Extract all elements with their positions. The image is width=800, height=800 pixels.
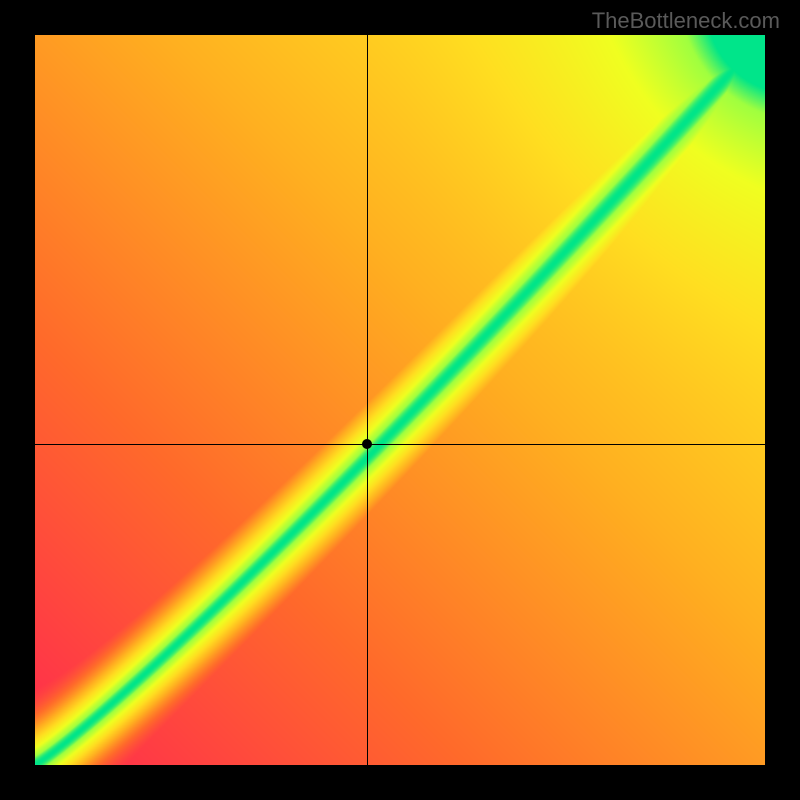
plot-area	[35, 35, 765, 765]
crosshair-horizontal	[35, 444, 765, 445]
attribution-text: TheBottleneck.com	[592, 8, 780, 34]
heatmap-canvas	[35, 35, 765, 765]
marker-dot	[362, 439, 372, 449]
chart-container: TheBottleneck.com	[0, 0, 800, 800]
crosshair-vertical	[367, 35, 368, 765]
